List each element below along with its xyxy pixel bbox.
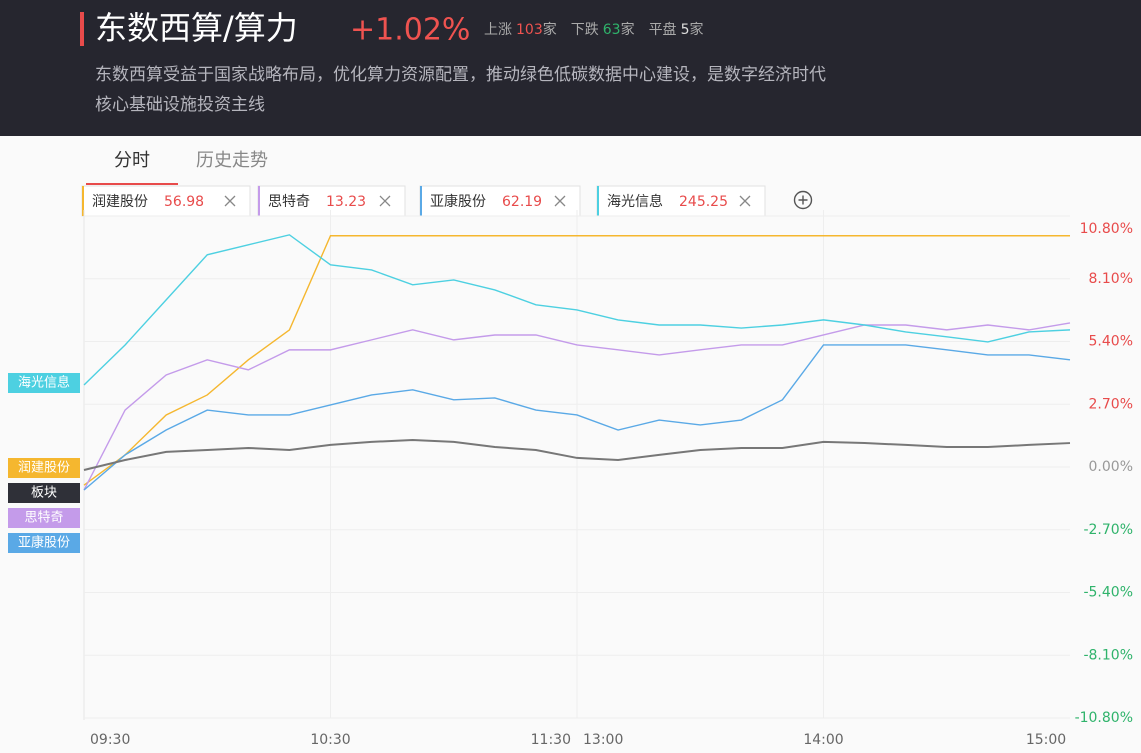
chip-close[interactable] bbox=[739, 195, 751, 207]
header-bg bbox=[0, 0, 1141, 136]
series-label-bg bbox=[8, 483, 80, 503]
x-tick-label: 09:30 bbox=[90, 732, 130, 748]
title-marker bbox=[80, 12, 84, 46]
description: 核心基础设施投资主线 bbox=[95, 95, 265, 115]
chip-name: 思特奇 bbox=[268, 193, 310, 210]
chip-price: 13.23 bbox=[326, 194, 366, 210]
description: 东数西算受益于国家战略布局，优化算力资源配置，推动绿色低碳数据中心建设，是数字经… bbox=[95, 65, 826, 85]
chip bbox=[257, 185, 406, 217]
series-label: 板块 bbox=[31, 486, 57, 501]
chip-name: 海光信息 bbox=[607, 193, 663, 210]
y-tick-label: -8.10% bbox=[1083, 647, 1133, 663]
stat: 平盘 5家 bbox=[649, 21, 704, 38]
stat-count: 103 bbox=[516, 22, 543, 38]
series-label-bg bbox=[8, 373, 80, 393]
chip-close[interactable] bbox=[224, 195, 236, 207]
x-tick-label: 14:00 bbox=[803, 732, 843, 748]
stat-count: 5 bbox=[681, 22, 690, 38]
stat: 上涨 103家 bbox=[484, 21, 557, 38]
tab-underline bbox=[86, 183, 178, 185]
y-tick-label: -2.70% bbox=[1083, 522, 1133, 538]
x-tick-label: 10:30 bbox=[310, 732, 350, 748]
x-tick-label: 13:00 bbox=[583, 732, 623, 748]
series-line bbox=[83, 344, 1071, 491]
chip-price: 62.19 bbox=[502, 194, 542, 210]
chip-color bbox=[597, 186, 599, 216]
chip-close[interactable] bbox=[379, 195, 391, 207]
chip bbox=[81, 185, 251, 217]
chip-name: 润建股份 bbox=[92, 194, 148, 210]
series-label-bg bbox=[8, 508, 80, 528]
stat: 下跌 63家 bbox=[571, 21, 635, 38]
stat-label: 下跌 bbox=[571, 22, 599, 38]
chip-name: 亚康股份 bbox=[430, 193, 486, 210]
series-line bbox=[83, 439, 1071, 471]
chip-color bbox=[258, 186, 260, 216]
series-label: 海光信息 bbox=[18, 375, 70, 391]
y-tick-label: 5.40% bbox=[1089, 334, 1133, 350]
x-tick-label: 15:00 bbox=[1026, 732, 1066, 748]
chip-price: 56.98 bbox=[164, 194, 204, 210]
series-label: 亚康股份 bbox=[18, 535, 70, 551]
series-line bbox=[83, 322, 1071, 491]
y-tick-label: 8.10% bbox=[1089, 271, 1133, 287]
series-label: 思特奇 bbox=[24, 510, 63, 526]
series-line bbox=[83, 235, 1070, 486]
series-label-bg bbox=[8, 533, 80, 553]
chip-price: 245.25 bbox=[679, 194, 728, 210]
change: +1.02% bbox=[350, 13, 470, 48]
tab[interactable]: 分时 bbox=[114, 150, 150, 171]
stat-count: 63 bbox=[603, 22, 621, 38]
y-tick-label: -10.80% bbox=[1075, 710, 1133, 726]
stat-unit: 家 bbox=[621, 21, 635, 38]
x-tick-label: 11:30 bbox=[531, 732, 571, 748]
series-label: 润建股份 bbox=[18, 461, 70, 476]
series-label-bg bbox=[8, 458, 80, 478]
stat-unit: 家 bbox=[689, 21, 703, 38]
body-bg bbox=[0, 136, 1141, 753]
add-button[interactable] bbox=[793, 190, 813, 210]
series-line bbox=[83, 234, 1071, 386]
chip-color bbox=[420, 186, 422, 216]
y-tick-label: 0.00% bbox=[1089, 459, 1133, 475]
title: 东数西算/算力 bbox=[95, 9, 298, 47]
chip-color bbox=[82, 186, 84, 216]
chip bbox=[419, 185, 581, 217]
y-tick-label: -5.40% bbox=[1083, 585, 1133, 601]
stat-unit: 家 bbox=[543, 21, 557, 38]
y-tick-label: 10.80% bbox=[1080, 221, 1133, 237]
stat-label: 平盘 bbox=[649, 21, 677, 38]
tab[interactable]: 历史走势 bbox=[196, 150, 268, 171]
y-tick-label: 2.70% bbox=[1089, 396, 1133, 412]
stat-label: 上涨 bbox=[484, 22, 512, 38]
chip-close[interactable] bbox=[554, 195, 566, 207]
